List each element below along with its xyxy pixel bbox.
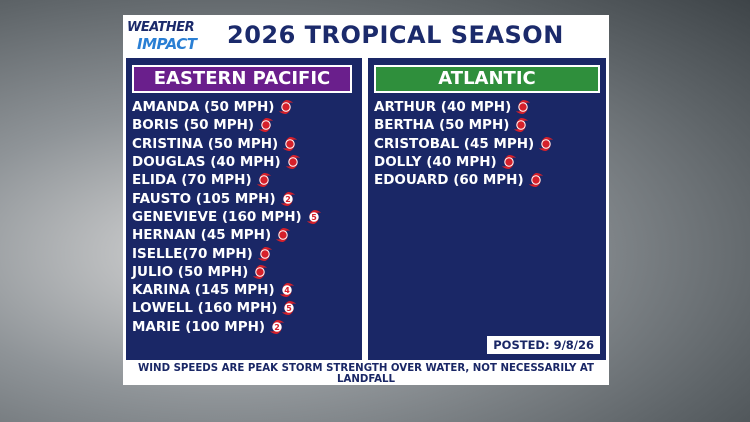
storm-row: CRISTINA (50 MPH) xyxy=(132,135,322,153)
storm-label: ELIDA (70 MPH) xyxy=(132,172,252,189)
storm-icon xyxy=(256,173,271,188)
storm-row: HERNAN (45 MPH) xyxy=(132,226,322,244)
panel-heading: ATLANTIC xyxy=(374,65,600,93)
storm-icon xyxy=(257,246,272,261)
storm-label: DOLLY (40 MPH) xyxy=(374,154,497,171)
storm-row: AMANDA (50 MPH) xyxy=(132,98,322,116)
storm-label: LOWELL (160 MPH) xyxy=(132,300,278,317)
storm-icon xyxy=(516,100,531,115)
storm-label: KARINA (145 MPH) xyxy=(132,282,275,299)
panel: EASTERN PACIFIC AMANDA (50 MPH) BORIS (50… xyxy=(126,58,362,360)
storm-row: EDOUARD (60 MPH) xyxy=(374,171,554,189)
storm-icon xyxy=(514,118,529,133)
storm-row: ELIDA (70 MPH) xyxy=(132,171,322,189)
storm-label: MARIE (100 MPH) xyxy=(132,318,266,335)
footnote: WIND SPEEDS ARE PEAK STORM STRENGTH OVER… xyxy=(138,363,594,385)
storm-row: FAUSTO (105 MPH) 2 xyxy=(132,189,322,207)
storm-icon xyxy=(285,155,300,170)
storm-icon xyxy=(279,100,294,115)
storm-row: DOUGLAS (40 MPH) xyxy=(132,153,322,171)
storm-row: BORIS (50 MPH) xyxy=(132,116,322,134)
storm-category: 5 xyxy=(287,304,293,313)
storm-label: GENEVIEVE (160 MPH) xyxy=(132,208,302,225)
storm-list: AMANDA (50 MPH) BORIS (50 MPH) CRISTINA (5… xyxy=(132,98,322,336)
storm-icon: 5 xyxy=(282,301,297,316)
storm-row: BERTHA (50 MPH) xyxy=(374,116,554,134)
storm-icon: 4 xyxy=(279,283,294,298)
storm-icon xyxy=(501,155,516,170)
storm-row: DOLLY (40 MPH) xyxy=(374,153,554,171)
storm-icon: 2 xyxy=(280,191,295,206)
storm-icon xyxy=(539,136,554,151)
storm-label: BERTHA (50 MPH) xyxy=(374,117,510,134)
storm-icon xyxy=(276,228,291,243)
storm-label: ISELLE(70 MPH) xyxy=(132,245,253,262)
panel-heading: EASTERN PACIFIC xyxy=(132,65,352,93)
storm-row: ISELLE(70 MPH) xyxy=(132,244,322,262)
storm-icon xyxy=(528,173,543,188)
storm-category: 4 xyxy=(284,286,290,295)
storm-label: CRISTINA (50 MPH) xyxy=(132,135,279,152)
posted-date: POSTED: 9/8/26 xyxy=(487,336,600,354)
title: 2026 TROPICAL SEASON xyxy=(227,21,564,49)
storm-row: JULIO (50 MPH) xyxy=(132,263,322,281)
storm-label: AMANDA (50 MPH) xyxy=(132,99,275,116)
storm-category: 2 xyxy=(274,323,280,332)
logo-top: WEATHER xyxy=(127,20,195,35)
storm-icon: 5 xyxy=(306,209,321,224)
panel: ATLANTIC ARTHUR (40 MPH) BERTHA (50 MPH) C… xyxy=(368,58,606,360)
header: WEATHER IMPACT 2026 TROPICAL SEASON xyxy=(123,15,609,58)
storm-label: ARTHUR (40 MPH) xyxy=(374,99,512,116)
storm-label: JULIO (50 MPH) xyxy=(132,263,249,280)
board: WEATHER IMPACT 2026 TROPICAL SEASON EAST… xyxy=(123,15,609,385)
logo-bottom: IMPACT xyxy=(137,35,197,53)
storm-label: CRISTOBAL (45 MPH) xyxy=(374,135,535,152)
storm-category: 5 xyxy=(311,213,317,222)
storm-label: BORIS (50 MPH) xyxy=(132,117,255,134)
storm-label: EDOUARD (60 MPH) xyxy=(374,172,524,189)
storm-icon: 2 xyxy=(270,319,285,334)
storm-row: KARINA (145 MPH) 4 xyxy=(132,281,322,299)
storm-category: 2 xyxy=(285,195,291,204)
storm-row: ARTHUR (40 MPH) xyxy=(374,98,554,116)
storm-icon xyxy=(283,136,298,151)
storm-row: GENEVIEVE (160 MPH) 5 xyxy=(132,208,322,226)
storm-row: LOWELL (160 MPH) 5 xyxy=(132,299,322,317)
storm-row: CRISTOBAL (45 MPH) xyxy=(374,135,554,153)
storm-row: MARIE (100 MPH) 2 xyxy=(132,318,322,336)
storm-label: FAUSTO (105 MPH) xyxy=(132,190,276,207)
storm-label: DOUGLAS (40 MPH) xyxy=(132,154,281,171)
storm-icon xyxy=(259,118,274,133)
storm-icon xyxy=(253,264,268,279)
storm-list: ARTHUR (40 MPH) BERTHA (50 MPH) CRISTOBAL … xyxy=(374,98,554,189)
storm-label: HERNAN (45 MPH) xyxy=(132,227,272,244)
